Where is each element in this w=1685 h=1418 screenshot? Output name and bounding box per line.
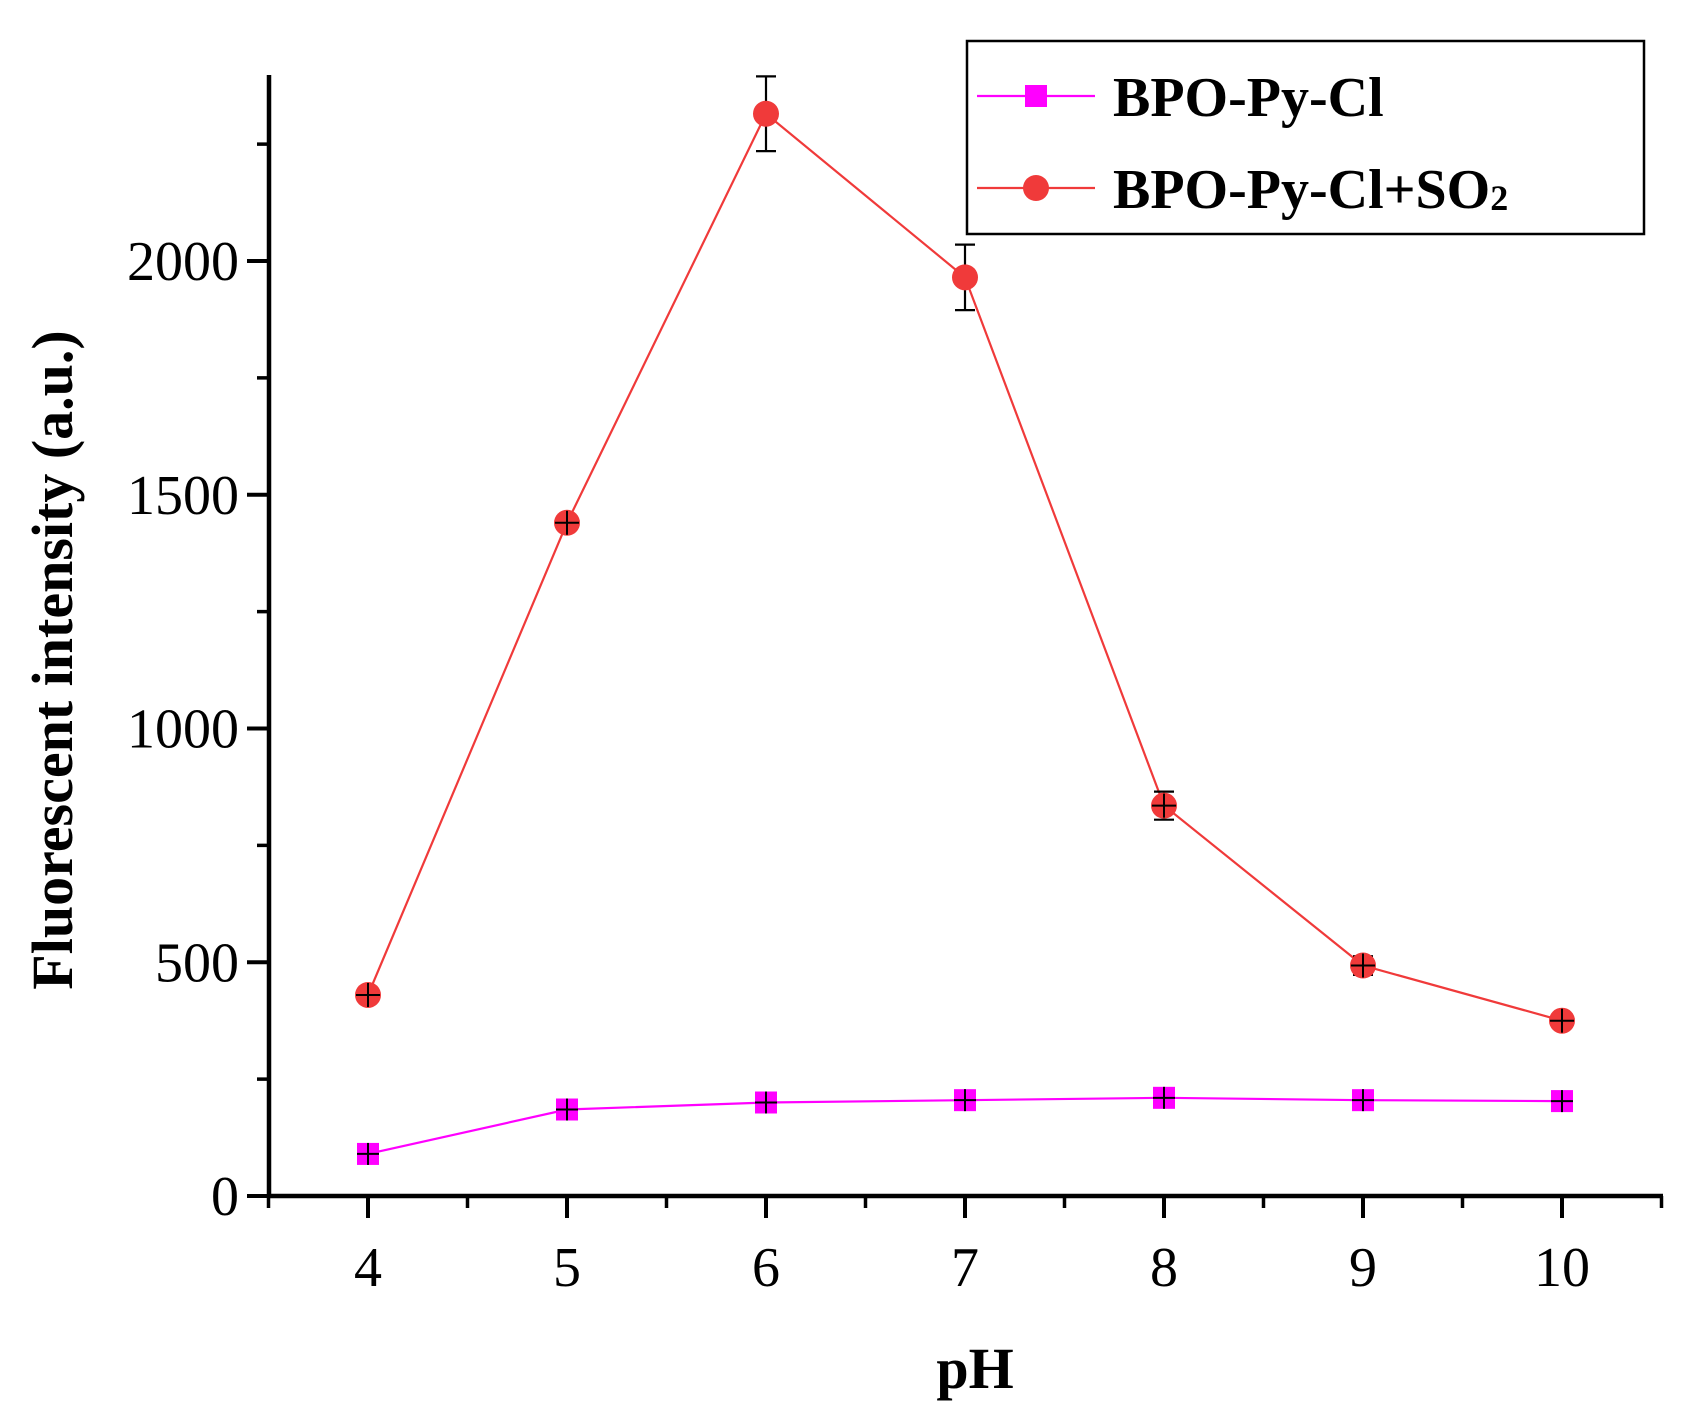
legend-marker-circle <box>1023 175 1049 201</box>
y-axis-title: Fluorescent intensity (a.u.) <box>20 330 85 989</box>
y-tick-label: 2000 <box>127 231 239 293</box>
x-tick-label: 4 <box>354 1237 382 1299</box>
legend-marker-square <box>1025 85 1047 107</box>
markers <box>355 100 1575 1165</box>
x-tick-label: 10 <box>1534 1237 1590 1299</box>
y-tick-label: 1500 <box>127 465 239 527</box>
legend: BPO-Py-Cl BPO-Py-Cl+SO2 <box>965 39 1646 236</box>
axes <box>266 75 1663 1199</box>
data-point-circle <box>753 100 779 127</box>
ticks: 0 500 1000 1500 2000 4 5 6 7 8 9 10 <box>127 142 1664 1299</box>
data-point-circle <box>952 264 978 291</box>
legend-label-subscript: 2 <box>1490 178 1508 218</box>
x-tick-label: 7 <box>951 1237 979 1299</box>
y-tick-label: 1000 <box>127 699 239 761</box>
legend-box <box>965 39 1646 236</box>
error-bars <box>358 75 1572 1160</box>
legend-label: BPO-Py-Cl+SO2 <box>1113 159 1508 221</box>
y-tick-label: 0 <box>211 1166 239 1228</box>
x-tick-label: 8 <box>1150 1237 1178 1299</box>
legend-label: BPO-Py-Cl <box>1113 67 1384 129</box>
x-tick-label: 5 <box>553 1237 581 1299</box>
y-tick-label: 500 <box>155 932 239 994</box>
x-tick-label: 9 <box>1349 1237 1377 1299</box>
x-axis-title: pH <box>936 1336 1013 1401</box>
legend-items: BPO-Py-Cl BPO-Py-Cl+SO2 <box>977 67 1508 221</box>
x-tick-label: 6 <box>752 1237 780 1299</box>
